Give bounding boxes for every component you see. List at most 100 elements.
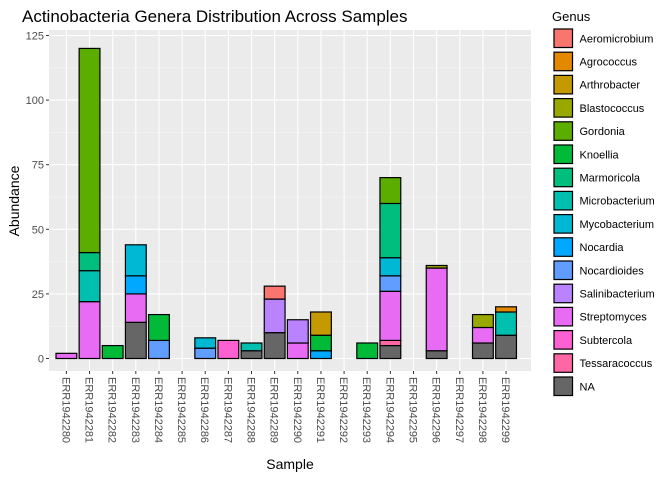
legend-label: Salinibacterium [580, 288, 655, 300]
x-tick-label: ERR1942299 [499, 377, 511, 443]
legend-swatch [553, 237, 574, 257]
bar-segment-marmoricola [78, 251, 101, 272]
x-tick-label: ERR1942291 [314, 377, 326, 443]
legend: Genus Aeromicrobium Agrococcus Arthrobacte… [552, 9, 655, 397]
bar-segment-na [379, 344, 402, 360]
legend-title: Genus [552, 9, 591, 24]
bar-segment-blastococcus [471, 313, 494, 329]
bar-segment-agrococcus [495, 306, 518, 313]
bar-segment-marmoricola [379, 202, 402, 259]
bar-segment-microbacterium [495, 311, 518, 336]
legend-label: Knoellia [580, 149, 620, 161]
bar-segment-nocardioides [147, 339, 170, 360]
bar-segment-mycobacterium [379, 257, 402, 277]
x-tick-label: ERR1942289 [268, 377, 280, 443]
bar-segment-salinibacterium [286, 319, 309, 344]
bar-segment-gordonia [379, 177, 402, 205]
legend-label: Mycobacterium [580, 219, 655, 231]
legend-label: Arthrobacter [580, 80, 641, 92]
bar-segment-streptomyces [286, 342, 309, 360]
bar-segment-nocardia [309, 350, 332, 360]
x-tick-label: ERR1942297 [453, 377, 465, 443]
bar-segment-salinibacterium [263, 298, 286, 334]
legend-label: NA [580, 381, 596, 393]
legend-swatch [553, 283, 574, 304]
legend-label: Blastococcus [580, 103, 645, 115]
bar-segment-na [124, 321, 147, 360]
bar-segment-streptomyces [471, 326, 494, 344]
bar-segment-gordonia [78, 47, 101, 254]
legend-label: Marmoricola [580, 172, 641, 184]
legend-label: Tessaracoccus [580, 358, 653, 370]
y-tick-label: 125 [26, 31, 44, 43]
x-tick-label: ERR1942295 [407, 377, 419, 443]
legend-swatch [553, 28, 574, 49]
y-tick-label: 100 [26, 95, 44, 107]
legend-swatch [553, 260, 574, 281]
bar-segment-knoellia [356, 342, 379, 360]
bar-segment-nocardia [124, 275, 147, 295]
legend-swatch [553, 167, 574, 188]
legend-swatch [553, 121, 574, 141]
x-tick-label: ERR1942284 [152, 377, 164, 443]
legend-label: Microbacterium [580, 196, 655, 208]
legend-label: Nocardia [580, 242, 625, 254]
x-tick-label: ERR1942286 [198, 377, 210, 443]
bar-segment-na [425, 350, 448, 360]
x-tick-label: ERR1942293 [360, 377, 372, 443]
bar-segment-aeromicrobium [263, 285, 286, 300]
legend-swatch [553, 214, 574, 234]
x-tick-label: ERR1942281 [83, 377, 95, 443]
legend-swatch [553, 51, 574, 72]
legend-swatch [553, 353, 574, 373]
x-tick-label: ERR1942290 [291, 377, 303, 443]
x-axis-title: Sample [266, 456, 314, 472]
legend-swatch [553, 190, 574, 211]
bar-segment-knoellia [147, 313, 170, 342]
x-tick-label: ERR1942280 [59, 377, 71, 443]
x-tick-label: ERR1942283 [129, 377, 141, 443]
legend-swatch [553, 306, 574, 327]
x-tick-label: ERR1942298 [476, 377, 488, 443]
legend-label: Aeromicrobium [580, 33, 654, 45]
bar-segment-streptomyces [78, 301, 101, 360]
bar-segment-nocardioides [379, 275, 402, 292]
bar-segment-knoellia [101, 344, 124, 360]
bar-segment-mycobacterium [194, 337, 217, 349]
legend-items: Aeromicrobium Agrococcus Arthrobacter Blast… [553, 28, 655, 397]
bar-segment-streptomyces [379, 290, 402, 342]
bar-segment-na [495, 334, 518, 360]
legend-swatch [553, 97, 574, 118]
legend-label: Gordonia [580, 126, 626, 138]
bar-segment-na [263, 332, 286, 360]
x-tick-label: ERR1942282 [106, 377, 118, 443]
x-tick-label: ERR1942287 [221, 377, 233, 443]
bar-segment-mycobacterium [124, 244, 147, 277]
bar-segment-na [240, 350, 263, 360]
legend-swatch [553, 330, 574, 350]
legend-label: Subtercola [580, 335, 633, 347]
bar-segment-subtercola [217, 339, 240, 360]
legend-label: Streptomyces [580, 312, 648, 324]
bar-segment-streptomyces [55, 352, 78, 360]
y-tick-label: 25 [32, 289, 44, 301]
legend-swatch [553, 144, 574, 165]
bar-segment-microbacterium [78, 270, 101, 303]
y-axis: 0 25 50 75 100 125 [26, 31, 49, 366]
bar-segment-nocardioides [194, 347, 217, 360]
legend-swatch [553, 376, 574, 397]
legend-swatch [553, 74, 574, 95]
bar-segment-arthrobacter [309, 311, 332, 336]
y-axis-title: Abundance [6, 165, 22, 236]
legend-label: Agrococcus [580, 56, 638, 68]
bar-segment-tessaracoccus [379, 339, 402, 347]
y-tick-label: 50 [32, 224, 44, 236]
x-tick-label: ERR1942285 [175, 377, 187, 443]
bar-segment-na [471, 342, 494, 360]
x-tick-label: ERR1942294 [383, 377, 395, 443]
x-tick-label: ERR1942288 [245, 377, 257, 443]
chart-title: Actinobacteria Genera Distribution Acros… [22, 7, 408, 26]
bar-segment-knoellia [309, 334, 332, 352]
bar-segment-blastococcus [425, 264, 448, 269]
